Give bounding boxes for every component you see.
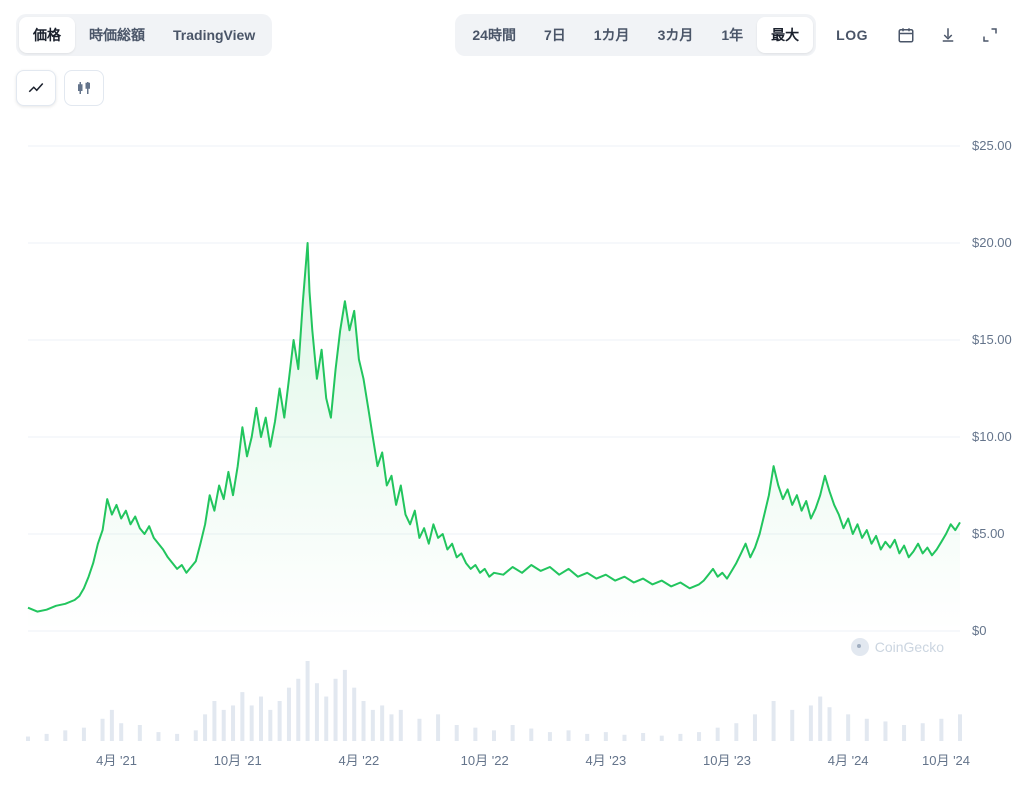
svg-text:10月 '24: 10月 '24	[922, 753, 970, 768]
time-range-tab-5[interactable]: 最大	[757, 17, 813, 53]
right-controls: 24時間7日1カ月3カ月1年最大 LOG	[455, 14, 1008, 56]
svg-text:$15.00: $15.00	[972, 332, 1012, 347]
time-range-tab-1[interactable]: 7日	[530, 17, 580, 53]
svg-text:4月 '24: 4月 '24	[828, 753, 869, 768]
chart-type-row	[0, 64, 1024, 116]
svg-text:$20.00: $20.00	[972, 235, 1012, 250]
svg-text:4月 '23: 4月 '23	[585, 753, 626, 768]
time-range-tab-3[interactable]: 3カ月	[644, 17, 708, 53]
line-chart-type-button[interactable]	[16, 70, 56, 106]
calendar-icon[interactable]	[888, 17, 924, 53]
svg-text:10月 '22: 10月 '22	[461, 753, 509, 768]
time-range-tab-0[interactable]: 24時間	[458, 17, 530, 53]
metric-tab-2[interactable]: TradingView	[159, 19, 269, 51]
svg-text:4月 '21: 4月 '21	[96, 753, 137, 768]
time-range-tab-2[interactable]: 1カ月	[580, 17, 644, 53]
time-range-tab-4[interactable]: 1年	[707, 17, 757, 53]
download-icon[interactable]	[930, 17, 966, 53]
metric-tab-1[interactable]: 時価総額	[75, 17, 159, 53]
candlestick-chart-type-button[interactable]	[64, 70, 104, 106]
expand-icon[interactable]	[972, 17, 1008, 53]
svg-text:10月 '21: 10月 '21	[214, 753, 262, 768]
log-scale-toggle[interactable]: LOG	[822, 19, 882, 51]
svg-text:$0: $0	[972, 623, 986, 638]
svg-text:$5.00: $5.00	[972, 526, 1005, 541]
price-chart[interactable]: $0 $5.00 $10.00 $15.00 $20.00 $25.00 4月 '21 10月…	[0, 116, 1024, 786]
svg-text:10月 '23: 10月 '23	[703, 753, 751, 768]
svg-text:4月 '22: 4月 '22	[338, 753, 379, 768]
chart-container[interactable]: $0 $5.00 $10.00 $15.00 $20.00 $25.00 4月 '21 10月…	[0, 116, 1024, 786]
metric-tabs: 価格時価総額TradingView	[16, 14, 272, 56]
svg-text:$10.00: $10.00	[972, 429, 1012, 444]
chart-toolbar: 価格時価総額TradingView 24時間7日1カ月3カ月1年最大 LOG	[0, 0, 1024, 64]
svg-text:$25.00: $25.00	[972, 138, 1012, 153]
time-range-tabs: 24時間7日1カ月3カ月1年最大	[455, 14, 816, 56]
metric-tab-0[interactable]: 価格	[19, 17, 75, 53]
